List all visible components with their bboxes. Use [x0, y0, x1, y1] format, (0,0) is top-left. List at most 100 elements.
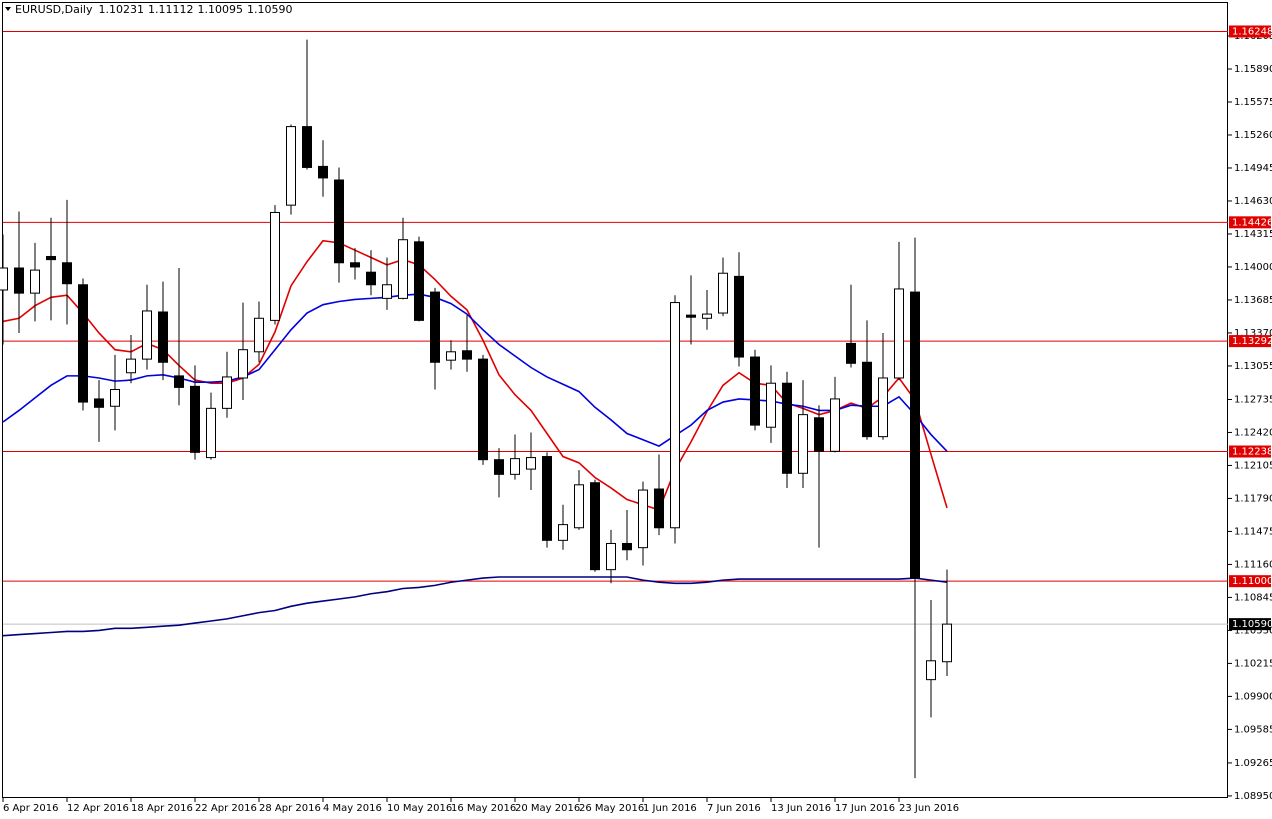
candle-body	[30, 269, 40, 294]
x-tick-label: 26 May 2016	[579, 803, 644, 814]
candle-body	[270, 211, 280, 321]
y-tick-label: 1.12105	[1234, 460, 1272, 471]
title-low: 1.10095	[197, 3, 243, 16]
candle-body	[14, 267, 24, 294]
title-open: 1.10231	[98, 3, 144, 16]
candle-body	[414, 241, 424, 321]
level-label: 1.11000	[1232, 576, 1272, 587]
candle-body	[542, 456, 552, 541]
candle-body	[750, 356, 760, 426]
x-tick-label: 16 May 2016	[451, 803, 516, 814]
candle-body	[846, 342, 856, 364]
candle-body	[430, 291, 440, 363]
level-label-box	[1229, 335, 1271, 348]
candle-body	[878, 377, 888, 438]
y-tick-label: 1.13370	[1234, 328, 1272, 339]
y-tick-label: 1.10215	[1234, 658, 1272, 669]
candle-body	[510, 458, 520, 475]
candle-body	[254, 317, 264, 353]
candle-body	[110, 389, 120, 407]
candle-body	[942, 623, 952, 663]
plot-frame	[2, 2, 1228, 798]
level-label-box	[1229, 575, 1271, 588]
candle-body	[478, 358, 488, 461]
candle-body	[590, 482, 600, 571]
x-tick-label: 13 Jun 2016	[771, 803, 831, 814]
candle-body	[78, 284, 88, 403]
level-label-box	[1229, 25, 1271, 38]
level-label: 1.14426	[1232, 217, 1272, 228]
y-tick-label: 1.15890	[1234, 64, 1272, 75]
y-tick-label: 1.15260	[1234, 130, 1272, 141]
candle-body	[910, 291, 920, 579]
x-tick-label: 4 May 2016	[323, 803, 382, 814]
candle-body	[718, 272, 728, 314]
y-tick-label: 1.10530	[1234, 625, 1272, 636]
candle-body	[574, 484, 584, 529]
candle-body	[686, 314, 696, 318]
x-tick-label: 22 Apr 2016	[195, 803, 257, 814]
candle-body	[894, 288, 904, 379]
y-tick-label: 1.11790	[1234, 493, 1272, 504]
candle-body	[654, 488, 664, 529]
candle-body	[814, 417, 824, 452]
candle-body	[782, 382, 792, 474]
x-tick-label: 28 Apr 2016	[259, 803, 321, 814]
y-tick-label: 1.14945	[1234, 163, 1272, 174]
candle-body	[46, 255, 56, 261]
candle-body	[174, 375, 184, 388]
candle-body	[830, 398, 840, 452]
x-tick-label: 12 Apr 2016	[67, 803, 129, 814]
x-tick-label: 6 Apr 2016	[3, 803, 58, 814]
candle-body	[398, 239, 408, 299]
price-label: 1.10590	[1232, 619, 1272, 630]
candle-body	[606, 542, 616, 571]
y-tick-label: 1.13685	[1234, 295, 1272, 306]
candle-body	[222, 376, 232, 409]
candle-body	[366, 271, 376, 286]
symbol: EURUSD,Daily	[15, 3, 93, 16]
x-tick-label: 17 Jun 2016	[835, 803, 895, 814]
level-label: 1.16248	[1232, 26, 1272, 37]
candle-body	[238, 349, 248, 379]
candle-body	[382, 284, 392, 299]
level-label-box	[1229, 445, 1271, 458]
candle-body	[558, 524, 568, 541]
y-tick-label: 1.11160	[1234, 559, 1272, 570]
candle-body	[670, 302, 680, 529]
candle-body	[702, 313, 712, 319]
candle-body	[766, 382, 776, 428]
y-tick-label: 1.10845	[1234, 592, 1272, 603]
level-label: 1.13292	[1232, 336, 1272, 347]
menu-arrow[interactable]	[5, 7, 11, 11]
x-tick-label: 7 Jun 2016	[707, 803, 761, 814]
candle-body	[62, 262, 72, 285]
candle-body	[158, 311, 168, 363]
y-tick-label: 1.12735	[1234, 394, 1272, 405]
x-tick-label: 10 May 2016	[387, 803, 452, 814]
y-tick-label: 1.11475	[1234, 526, 1272, 537]
candle-body	[318, 165, 328, 179]
candle-body	[494, 459, 504, 475]
candle-body	[622, 542, 632, 551]
level-label-box	[1229, 216, 1271, 229]
candle-body	[302, 126, 312, 168]
y-tick-label: 1.09900	[1234, 691, 1272, 702]
candle-body	[286, 126, 296, 206]
x-tick-label: 18 Apr 2016	[131, 803, 193, 814]
title-close: 1.10590	[247, 3, 293, 16]
chart-title: EURUSD,Daily 1.10231 1.11112 1.10095 1.10590	[15, 3, 292, 16]
candle-body	[126, 358, 136, 374]
y-tick-label: 1.14630	[1234, 196, 1272, 207]
candle-body	[926, 660, 936, 681]
candle-body	[350, 262, 360, 268]
candle-body	[862, 361, 872, 438]
level-label: 1.12238	[1232, 447, 1272, 458]
y-tick-label: 1.09265	[1234, 758, 1272, 769]
candle-body	[446, 351, 456, 361]
y-tick-label: 1.12420	[1234, 427, 1272, 438]
x-tick-label: 1 Jun 2016	[643, 803, 697, 814]
y-tick-label: 1.08950	[1234, 791, 1272, 802]
y-tick-label: 1.13055	[1234, 361, 1272, 372]
